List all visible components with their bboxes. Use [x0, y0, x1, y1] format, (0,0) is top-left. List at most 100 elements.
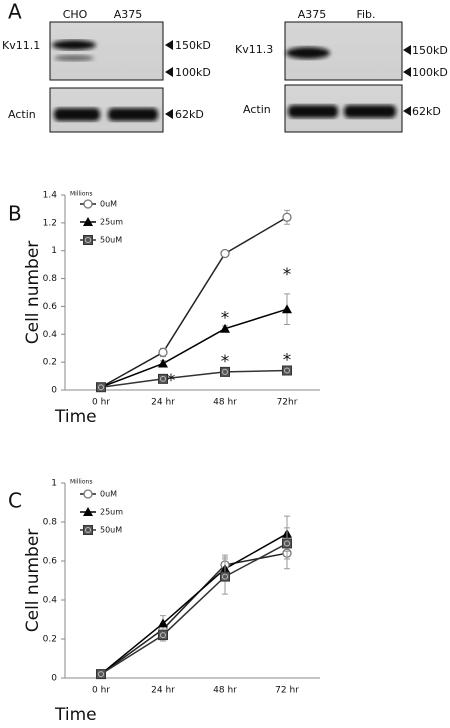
y-tick-label: 1.2 [43, 218, 57, 228]
panel-label: C [8, 489, 22, 513]
marker [220, 571, 230, 582]
series-line [100, 542, 288, 675]
series-line [100, 308, 288, 388]
marker-label: 150kD [412, 44, 448, 57]
band [54, 55, 94, 61]
blot: CHO A375 Kv11.1 150kD 100kD Actin 62kD [2, 8, 211, 133]
marker [220, 323, 230, 333]
marker [83, 199, 93, 209]
annotation: * [221, 309, 230, 329]
legend-label: 0uM [100, 200, 117, 209]
marker-dot [160, 375, 166, 382]
arrow [165, 40, 173, 50]
lane-label: CHO [63, 8, 88, 21]
band [286, 47, 330, 59]
marker-label: 62kD [412, 105, 441, 118]
x-tick-label: 48 hr [213, 398, 237, 408]
marker [83, 217, 93, 226]
marker [282, 365, 292, 376]
marker-label: 150kD [175, 39, 211, 52]
protein-label: Kv11.1 [2, 39, 40, 52]
marker-label: 62kD [175, 108, 204, 121]
y-unit: Millions [70, 191, 92, 198]
arrow [165, 109, 173, 119]
annotation: * [283, 265, 292, 285]
y-label: Cell number [23, 529, 43, 633]
arrow [403, 45, 411, 55]
marker [282, 304, 292, 314]
marker [158, 358, 168, 368]
marker [282, 538, 292, 549]
y-tick-label: 1.4 [43, 191, 58, 201]
y-tick-label: 0.8 [43, 518, 58, 528]
annotation: * [283, 351, 292, 371]
series-line [100, 369, 288, 388]
y-tick-label: 0.8 [43, 274, 58, 284]
loading-label: Actin [8, 108, 36, 121]
loading-label: Actin [243, 103, 271, 116]
marker-label: 100kD [412, 66, 448, 79]
marker [220, 248, 230, 259]
y-tick-label: 1 [51, 246, 57, 256]
y-tick-label: 0.4 [43, 330, 58, 340]
x-tick-label: 24 hr [151, 686, 175, 696]
y-tick-label: 0 [51, 386, 57, 396]
marker-dot [98, 671, 104, 678]
legend-label: 25um [100, 508, 123, 517]
marker [158, 618, 168, 628]
marker-label: 100kD [175, 66, 211, 79]
series-line [100, 533, 288, 675]
x-tick-label: 72hr [277, 398, 298, 408]
marker [83, 489, 93, 499]
y-unit: Millions [70, 479, 92, 486]
arrow [403, 67, 411, 77]
y-tick-label: 0.2 [43, 358, 57, 368]
band [108, 108, 158, 121]
band [52, 40, 96, 50]
x-tick-label: 72 hr [275, 686, 299, 696]
marker-dot [98, 384, 104, 391]
marker-dot [85, 527, 91, 533]
marker [220, 366, 230, 377]
y-tick-label: 1 [51, 479, 57, 489]
x-tick-label: 0 hr [92, 398, 110, 408]
annotation: * [167, 371, 176, 391]
marker [83, 525, 93, 535]
arrow [165, 67, 173, 77]
legend-label: 50uM [100, 526, 122, 535]
legend-label: 50uM [100, 236, 122, 245]
band [54, 108, 100, 121]
legend-label: 25um [100, 218, 123, 227]
x-label: Time [54, 705, 97, 725]
marker-dot [222, 368, 228, 375]
y-tick-label: 0.4 [43, 596, 58, 606]
band [288, 105, 338, 118]
legend-label: 0uM [100, 490, 117, 499]
marker-dot [222, 573, 228, 580]
blot-image [49, 21, 164, 81]
band [344, 105, 396, 118]
annotation: * [221, 352, 230, 372]
marker [83, 235, 93, 245]
y-tick-label: 0.2 [43, 635, 57, 645]
marker-dot [284, 540, 290, 547]
x-label: Time [54, 407, 97, 427]
marker [158, 347, 168, 358]
y-label: Cell number [23, 241, 43, 345]
y-tick-label: 0.6 [43, 557, 58, 567]
arrow [403, 106, 411, 116]
marker-dot [284, 367, 290, 374]
x-tick-label: 48 hr [213, 686, 237, 696]
protein-label: Kv11.3 [235, 43, 273, 56]
lane-label: A375 [114, 8, 143, 21]
y-tick-label: 0.6 [43, 302, 58, 312]
marker [158, 630, 168, 641]
lane-label: Fib. [356, 8, 375, 21]
lane-label: A375 [298, 8, 327, 21]
series-line [100, 216, 288, 388]
panel-label: A [8, 0, 22, 24]
marker [83, 507, 93, 516]
marker-dot [160, 632, 166, 639]
marker [96, 382, 106, 393]
